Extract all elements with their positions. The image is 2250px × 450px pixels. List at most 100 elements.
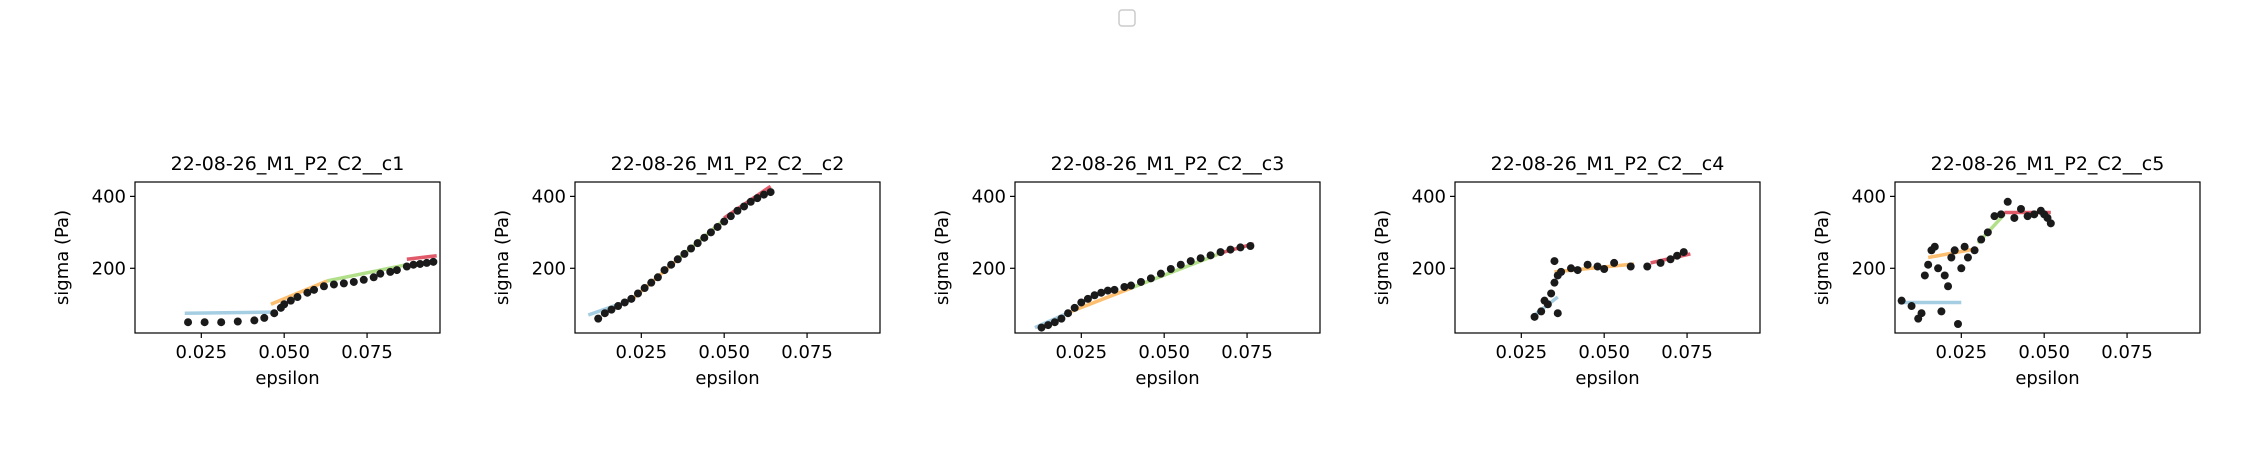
data-point (693, 239, 702, 248)
data-point (409, 260, 418, 269)
data-point (1944, 282, 1953, 291)
axes-frame (134, 181, 441, 334)
data-point (1196, 254, 1205, 263)
data-point (1077, 298, 1086, 307)
data-point (1103, 286, 1112, 295)
data-point (250, 316, 259, 325)
chart-panel-1: 22-08-26_M1_P2_C2__c1 0.025 0.050 0.075 200 4… (52, 153, 441, 389)
data-point (1997, 210, 2006, 219)
chart-panel-3: 22-08-26_M1_P2_C2__c3 0.025 0.050 0.075 200 4… (932, 153, 1321, 389)
data-point (1957, 264, 1966, 273)
y-tick-label: 400 (92, 186, 126, 207)
data-point (647, 278, 656, 287)
y-axis-label: sigma (Pa) (492, 210, 513, 305)
data-point (653, 273, 662, 282)
data-point (1050, 318, 1059, 327)
data-point (1044, 321, 1053, 330)
data-point (1666, 255, 1675, 264)
data-point (1626, 262, 1635, 271)
data-point (1990, 212, 1999, 221)
data-point (1953, 320, 1962, 329)
chart-title: 22-08-26_M1_P2_C2__c4 (1491, 153, 1725, 175)
data-point (594, 314, 603, 323)
fit-line-3 (326, 262, 408, 283)
data-point (402, 262, 411, 271)
x-axis-label: epsilon (695, 368, 759, 389)
data-point (1550, 257, 1559, 266)
data-point (1567, 264, 1576, 273)
data-point (627, 294, 636, 303)
data-point (660, 266, 669, 275)
data-point (766, 188, 775, 197)
data-point (1236, 243, 1245, 252)
chart-title: 22-08-26_M1_P2_C2__c1 (171, 153, 405, 175)
data-point (673, 255, 682, 264)
fit-line-2 (1070, 286, 1132, 314)
data-point (1656, 258, 1665, 267)
data-point (184, 318, 193, 327)
chart-title: 22-08-26_M1_P2_C2__c3 (1051, 153, 1285, 175)
data-point (2023, 212, 2032, 221)
x-tick-label: 0.025 (1936, 342, 1988, 363)
data-point (233, 317, 242, 326)
x-tick-label: 0.075 (781, 342, 833, 363)
data-point (1097, 288, 1106, 297)
data-point (740, 202, 749, 211)
data-point (1970, 246, 1979, 255)
data-point (1920, 271, 1929, 280)
chart-panel-4: 22-08-26_M1_P2_C2__c4 0.025 0.050 0.075 200 4… (1372, 153, 1761, 389)
data-point (1543, 300, 1552, 309)
data-point (416, 259, 425, 268)
data-point (429, 257, 438, 266)
data-point (1037, 323, 1046, 332)
y-axis-label: sigma (Pa) (1372, 210, 1393, 305)
data-point (1643, 262, 1652, 271)
data-point (1583, 260, 1592, 269)
y-axis-label: sigma (Pa) (1812, 210, 1833, 305)
y-tick-label: 200 (532, 258, 566, 279)
y-tick-label: 200 (1412, 258, 1446, 279)
data-point (1057, 314, 1066, 323)
x-tick-label: 0.050 (1138, 342, 1190, 363)
y-axis-label: sigma (Pa) (932, 210, 953, 305)
data-point (633, 289, 642, 298)
axes-frame (1014, 181, 1321, 334)
x-tick-label: 0.050 (2018, 342, 2070, 363)
data-point (392, 266, 401, 275)
y-tick-label: 200 (1852, 258, 1886, 279)
data-point (1963, 253, 1972, 262)
x-tick-label: 0.075 (341, 342, 393, 363)
data-point (286, 296, 295, 305)
data-point (1937, 307, 1946, 316)
data-point (1897, 296, 1906, 305)
data-point (319, 282, 328, 291)
data-point (270, 309, 279, 318)
x-axis-label: epsilon (255, 368, 319, 389)
chart-panel-5: 22-08-26_M1_P2_C2__c5 0.025 0.050 0.075 200 4… (1812, 153, 2201, 389)
data-point (200, 318, 209, 327)
data-point (339, 279, 348, 288)
data-point (359, 275, 368, 284)
data-point (1593, 262, 1602, 271)
data-point (1120, 282, 1129, 291)
data-point (310, 285, 319, 294)
x-tick-label: 0.025 (176, 342, 228, 363)
data-point (1930, 242, 1939, 251)
data-point (753, 194, 762, 203)
data-point (713, 222, 722, 231)
data-point (1127, 281, 1136, 290)
data-point (1557, 267, 1566, 276)
fit-line-2 (270, 279, 328, 306)
data-point (329, 280, 338, 289)
data-point (1090, 291, 1099, 300)
data-point (620, 298, 629, 307)
data-point (680, 249, 689, 258)
data-point (1550, 278, 1559, 287)
data-point (1950, 246, 1959, 255)
data-point (1907, 302, 1916, 311)
x-tick-label: 0.025 (1496, 342, 1548, 363)
data-point (1226, 245, 1235, 254)
data-point (1064, 309, 1073, 318)
data-point (1553, 309, 1562, 318)
